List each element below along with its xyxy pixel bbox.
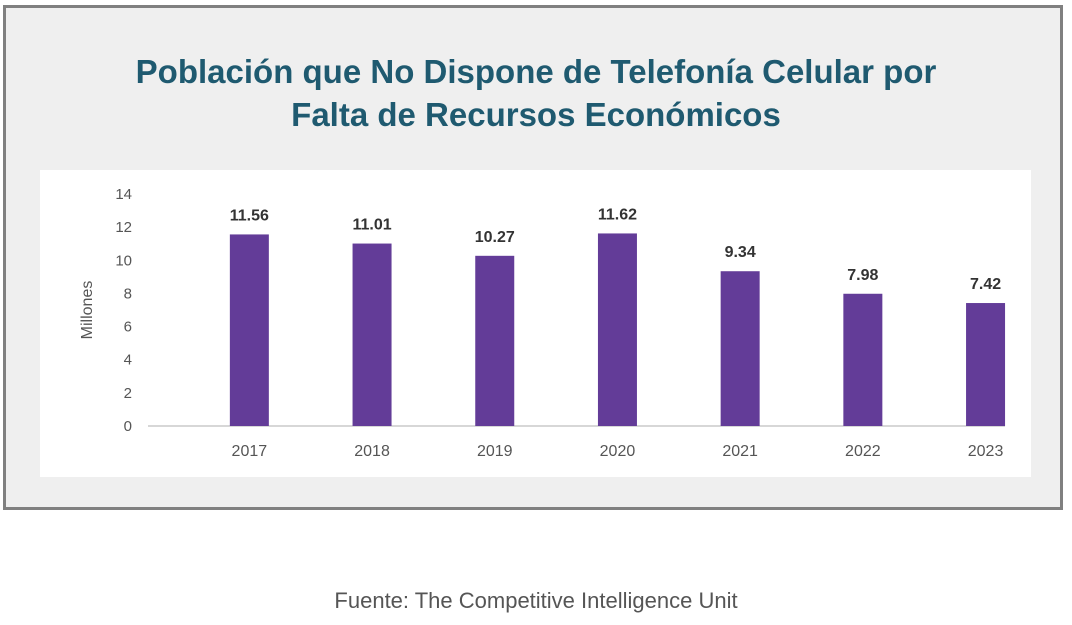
bar-2019 (475, 255, 515, 426)
data-label-2020: 11.62 (598, 206, 637, 223)
bar-2020 (597, 233, 637, 426)
y-tick-label-12: 12 (115, 219, 132, 236)
x-tick-label-2018: 2018 (354, 443, 390, 460)
plot-area: Millones 0 2 4 6 8 10 12 14 11.56 2017 11.01 2018 10.… (40, 170, 1031, 477)
chart-title: Población que No Dispone de Telefonía Ce… (0, 50, 1072, 136)
bar-2022 (843, 293, 883, 426)
bar-2017 (229, 234, 269, 426)
bar-2021 (720, 271, 760, 426)
x-tick-label-2020: 2020 (600, 443, 636, 460)
data-label-2018: 11.01 (352, 217, 391, 234)
x-tick-label-2019: 2019 (477, 443, 513, 460)
bar-2023 (966, 303, 1006, 426)
x-tick-label-2023: 2023 (968, 443, 1004, 460)
y-tick-label-2: 2 (124, 385, 132, 402)
chart-title-line-2: Falta de Recursos Económicos (291, 96, 781, 133)
chart-title-line-1: Población que No Dispone de Telefonía Ce… (135, 53, 937, 90)
x-tick-label-2017: 2017 (232, 443, 268, 460)
y-tick-label-10: 10 (115, 252, 132, 269)
y-tick-label-14: 14 (115, 186, 132, 203)
data-label-2022: 7.98 (847, 267, 878, 284)
y-tick-label-6: 6 (124, 319, 132, 336)
y-tick-label-4: 4 (124, 352, 132, 369)
y-tick-label-0: 0 (124, 418, 132, 435)
x-tick-label-2022: 2022 (845, 443, 881, 460)
data-label-2017: 11.56 (230, 207, 269, 224)
y-tick-label-8: 8 (124, 285, 132, 302)
source-note: Fuente: The Competitive Intelligence Uni… (334, 588, 738, 613)
y-axis-label: Millones (79, 281, 96, 340)
x-tick-label-2021: 2021 (722, 443, 758, 460)
data-label-2023: 7.42 (970, 276, 1001, 293)
data-label-2019: 10.27 (475, 229, 515, 246)
bar-chart: Millones 0 2 4 6 8 10 12 14 11.56 2017 11.01 2018 10.… (79, 186, 1006, 460)
bar-2018 (352, 243, 392, 426)
data-label-2021: 9.34 (725, 244, 756, 261)
